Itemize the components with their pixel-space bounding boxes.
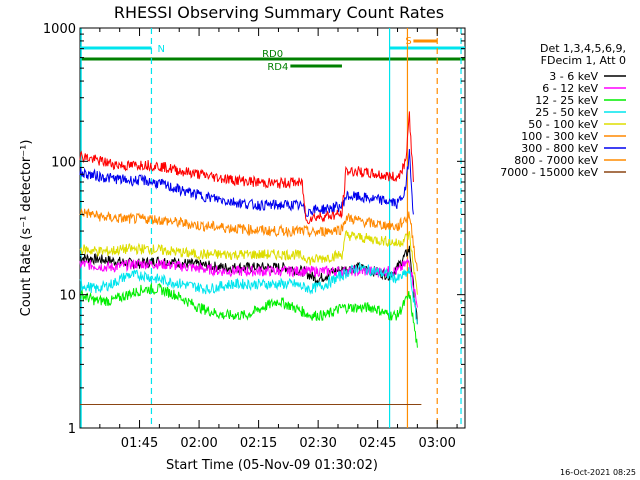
y-tick-label: 100: [51, 155, 76, 170]
legend-label: 50 - 100 keV: [528, 118, 598, 131]
footer-date: 16-Oct-2021 08:25: [560, 468, 636, 477]
legend-label: 100 - 300 keV: [521, 130, 598, 143]
legend: Det 1,3,4,5,6,9,FDecim 1, Att 0 3 - 6 keV…: [500, 42, 626, 179]
vertical-markers: [80, 28, 462, 428]
y-axis: 1 10 100 1000: [43, 22, 465, 437]
series-line: [79, 207, 418, 272]
x-axis: 01:45 02:00 02:15 02:30 02:45 03:00: [99, 28, 458, 451]
legend-label: 6 - 12 keV: [542, 82, 598, 95]
series-line: [79, 282, 418, 348]
legend-label: 25 - 50 keV: [535, 106, 598, 119]
series-line: [79, 148, 414, 217]
x-tick-label: 03:00: [418, 436, 455, 451]
y-axis-label: Count Rate (s⁻¹ detector⁻¹): [19, 140, 34, 317]
x-tick-label: 01:45: [121, 436, 158, 451]
x-axis-label: Start Time (05-Nov-09 01:30:02): [166, 458, 378, 473]
y-tick-label: 1: [68, 422, 76, 437]
x-tick-label: 02:00: [180, 436, 217, 451]
legend-label: 12 - 25 keV: [535, 94, 598, 107]
chart-title: RHESSI Observing Summary Count Rates: [114, 3, 444, 22]
x-tick-label: 02:45: [359, 436, 396, 451]
x-tick-label: 02:15: [240, 436, 277, 451]
legend-header: FDecim 1, Att 0: [541, 54, 626, 67]
state-bar-label: RD0: [262, 49, 283, 60]
legend-label: 7000 - 15000 keV: [500, 166, 598, 179]
y-tick-label: 1000: [43, 22, 76, 37]
state-bars: N S RD0 RD4: [80, 36, 465, 73]
legend-label: 3 - 6 keV: [549, 70, 598, 83]
legend-label: 800 - 7000 keV: [514, 154, 598, 167]
legend-header: Det 1,3,4,5,6,9,: [540, 42, 626, 55]
series-line: [79, 262, 418, 325]
state-bar-label: S: [405, 36, 411, 47]
series-lines: [79, 111, 422, 405]
state-bar-label: N: [157, 44, 164, 55]
legend-label: 300 - 800 keV: [521, 142, 598, 155]
x-tick-label: 02:30: [299, 436, 336, 451]
plot-frame: [79, 27, 466, 429]
y-tick-label: 10: [59, 289, 76, 304]
state-bar-label: RD4: [267, 62, 288, 73]
series-line: [79, 230, 418, 295]
series-line: [79, 111, 414, 225]
